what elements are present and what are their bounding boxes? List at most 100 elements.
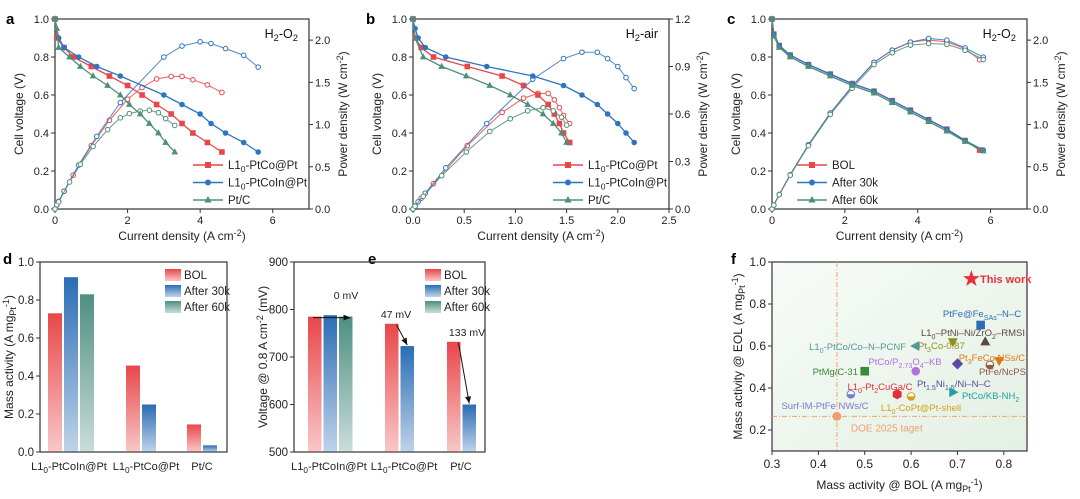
power-point bbox=[499, 109, 505, 116]
y2-axis-title: Power density (W cm-2) bbox=[1053, 51, 1068, 176]
power-point bbox=[66, 179, 73, 185]
legend-marker bbox=[564, 195, 572, 203]
x-tick-label: 0.8 bbox=[995, 457, 1012, 471]
x-tick-label: 0.0 bbox=[405, 215, 420, 227]
legend-swatch bbox=[425, 269, 441, 281]
legend-marker bbox=[565, 179, 571, 186]
power-point bbox=[197, 39, 203, 45]
power-point bbox=[925, 35, 932, 42]
legend-swatch bbox=[165, 269, 181, 281]
legend-label: After 60k bbox=[444, 302, 490, 314]
voltage-point bbox=[409, 15, 417, 22]
plot-frame bbox=[771, 18, 1028, 210]
y-tick-label: 0.2 bbox=[18, 409, 34, 421]
panel-letter-c: c bbox=[727, 11, 735, 28]
voltage-point bbox=[411, 34, 419, 41]
voltage-point bbox=[53, 24, 61, 31]
voltage-loss-label: 133 mV bbox=[449, 327, 485, 339]
legend-label: After 60k bbox=[832, 195, 878, 207]
data-point bbox=[951, 358, 964, 370]
y2-axis-title: Power density (W cm-2) bbox=[335, 51, 350, 176]
power-point bbox=[222, 45, 229, 52]
y-tick-label: 900 bbox=[269, 257, 288, 269]
y-tick-label: 0.2 bbox=[751, 166, 766, 178]
y-tick-label: 500 bbox=[269, 447, 288, 459]
voltage-point bbox=[75, 54, 82, 60]
legend-label: BOL bbox=[184, 270, 208, 282]
voltage-loss-label: 47 mV bbox=[381, 309, 411, 321]
power-point bbox=[190, 77, 196, 83]
legend-marker bbox=[809, 179, 815, 186]
polarization-curve bbox=[54, 18, 176, 153]
voltage-point bbox=[55, 43, 63, 50]
x-tick-label: 0.6 bbox=[903, 457, 920, 471]
voltage-loss-arrow bbox=[396, 324, 408, 346]
power-point bbox=[771, 202, 777, 208]
bar-bol bbox=[308, 316, 322, 452]
voltage-point bbox=[190, 130, 196, 136]
voltage-point bbox=[535, 92, 541, 98]
voltage-point bbox=[848, 81, 856, 88]
voltage-point bbox=[139, 92, 145, 98]
y-axis-title: Mass activity (A mgPt-1) bbox=[1, 295, 18, 419]
x-tick-label: 2 bbox=[842, 215, 848, 227]
voltage-point bbox=[104, 81, 111, 88]
power-point bbox=[558, 114, 565, 120]
point-label: Pt3FeCo NSs/C bbox=[959, 353, 1025, 366]
bar-after-30k bbox=[400, 346, 414, 452]
power-point bbox=[168, 73, 174, 80]
y2-tick-label: 1.5 bbox=[315, 77, 330, 89]
y2-tick-label: 0.5 bbox=[315, 162, 330, 174]
power-point bbox=[442, 165, 449, 171]
bar-bol bbox=[126, 365, 140, 452]
legend-swatch bbox=[425, 301, 441, 313]
y-tick-label: 1.0 bbox=[751, 14, 766, 26]
power-point bbox=[146, 107, 153, 113]
polarization-curve bbox=[771, 18, 984, 152]
panel-letter-e: e bbox=[368, 251, 376, 268]
y-tick-label: 700 bbox=[269, 352, 288, 364]
panel-d-bar-chart: 0.0 0.2 0.4 0.6 0.8 1.0 Mass activity (A mgPt-… bbox=[1, 257, 230, 475]
category-label: L10-PtCo@Pt bbox=[113, 461, 180, 475]
voltage-point bbox=[943, 127, 951, 134]
legend-label: L10-PtCo@Pt bbox=[588, 160, 658, 174]
y-tick-label: 0.8 bbox=[392, 52, 407, 64]
voltage-point bbox=[61, 44, 67, 51]
power-point bbox=[871, 61, 877, 68]
y-axis-title: Cell voltage (V) bbox=[12, 73, 26, 155]
power-point bbox=[594, 49, 601, 56]
data-point bbox=[994, 357, 1005, 367]
voltage-point bbox=[524, 100, 532, 107]
voltage-point bbox=[770, 32, 778, 39]
voltage-point bbox=[560, 82, 567, 89]
power-point bbox=[925, 40, 932, 47]
data-point bbox=[906, 392, 916, 401]
legend-marker bbox=[565, 162, 571, 168]
category-label: L10-PtCoIn@Pt bbox=[291, 461, 367, 475]
legend-label: Pt/C bbox=[228, 195, 250, 207]
y-tick-label: 0.4 bbox=[392, 128, 407, 140]
power-point bbox=[117, 115, 124, 121]
y-tick-label: 0.0 bbox=[751, 204, 766, 216]
voltage-point bbox=[506, 91, 514, 98]
voltage-point bbox=[545, 101, 551, 108]
panel-letter-b: b bbox=[366, 11, 375, 28]
point-label: L10-PtCo/Co–N–PCNF bbox=[809, 342, 906, 355]
legend-label: After 30k bbox=[832, 178, 878, 190]
legend-marker bbox=[205, 162, 211, 168]
point-label: This work bbox=[980, 274, 1032, 286]
voltage-point bbox=[168, 111, 174, 117]
power-density-curve bbox=[54, 109, 176, 210]
voltage-point bbox=[579, 92, 585, 98]
voltage-point bbox=[116, 91, 124, 98]
power-density-curve bbox=[771, 42, 984, 210]
power-point bbox=[171, 122, 178, 129]
data-point bbox=[860, 366, 870, 376]
y2-tick-label: 2.0 bbox=[315, 35, 330, 47]
legend-label: L10-PtCo@Pt bbox=[228, 160, 298, 174]
power-point bbox=[93, 133, 100, 140]
panel-b-polarization-chart: 0.0 0.5 1.0 1.5 2.0 2.50.00.20.40.60.81.00.00… bbox=[370, 14, 710, 243]
x-tick-label: 0.4 bbox=[810, 457, 827, 471]
voltage-point bbox=[240, 139, 247, 146]
voltage-point bbox=[805, 62, 812, 69]
